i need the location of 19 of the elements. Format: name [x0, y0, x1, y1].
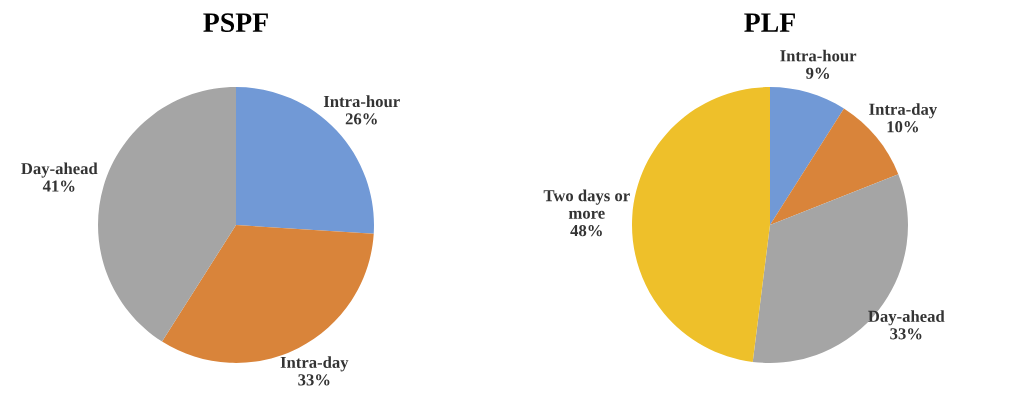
slice-label: Intra-day [280, 356, 349, 372]
slice-label: Intra-hour [323, 95, 400, 108]
slice-label: Intra-hour [780, 49, 857, 62]
data-label: 41% [42, 180, 75, 192]
data-label: 33% [298, 374, 330, 386]
slice-label: Two days or more [543, 189, 630, 219]
pie-slice [770, 87, 844, 225]
chart-title: PSPF [203, 13, 268, 32]
slice-label: Intra-day [869, 103, 938, 119]
pie-slice [98, 87, 236, 342]
data-label: 33% [890, 328, 922, 340]
data-label: 10% [887, 121, 919, 133]
pie-slice [632, 87, 770, 362]
slice-label: Day-ahead [21, 162, 98, 178]
data-label: 9% [806, 67, 830, 79]
data-label: 48% [570, 224, 602, 237]
data-label: 26% [345, 113, 377, 125]
chart-title: PLF [744, 13, 795, 32]
slice-label: Day-ahead [868, 310, 945, 326]
